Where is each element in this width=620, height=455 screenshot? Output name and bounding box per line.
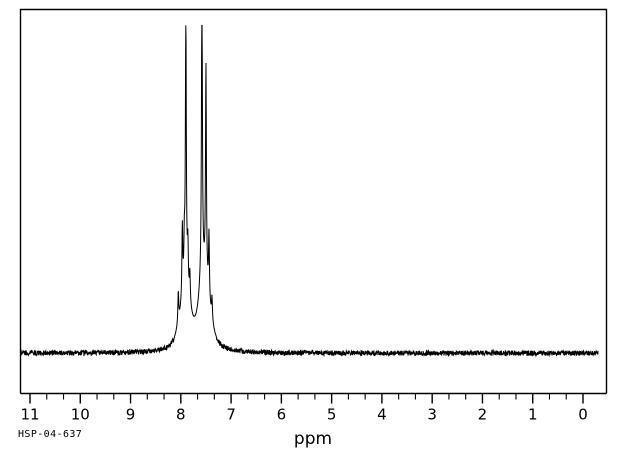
axis-tick-label: 8 <box>176 406 186 424</box>
axis-tick-label: 11 <box>20 406 39 424</box>
axis-tick-label: 4 <box>377 406 387 424</box>
x-axis-title: ppm <box>294 429 332 449</box>
axis-tick-label: 7 <box>226 406 236 424</box>
axis-tick-label: 9 <box>126 406 136 424</box>
axis-tick-label-group: 11 10 9 8 7 6 5 4 3 2 1 0 <box>20 406 587 424</box>
axis-tick-label: 6 <box>277 406 287 424</box>
axis-tick-label: 1 <box>528 406 538 424</box>
axis-tick-label: 3 <box>427 406 437 424</box>
sample-id-label: HSP-04-637 <box>18 429 83 440</box>
plot-frame-border <box>19 8 608 394</box>
axis-tick-label: 2 <box>478 406 488 424</box>
axis-tick-label: 0 <box>578 406 588 424</box>
spectrum-trace <box>20 24 599 358</box>
axis-tick-label: 5 <box>327 406 337 424</box>
axis-tick-group <box>29 393 584 404</box>
axis-tick-label: 10 <box>71 406 90 424</box>
